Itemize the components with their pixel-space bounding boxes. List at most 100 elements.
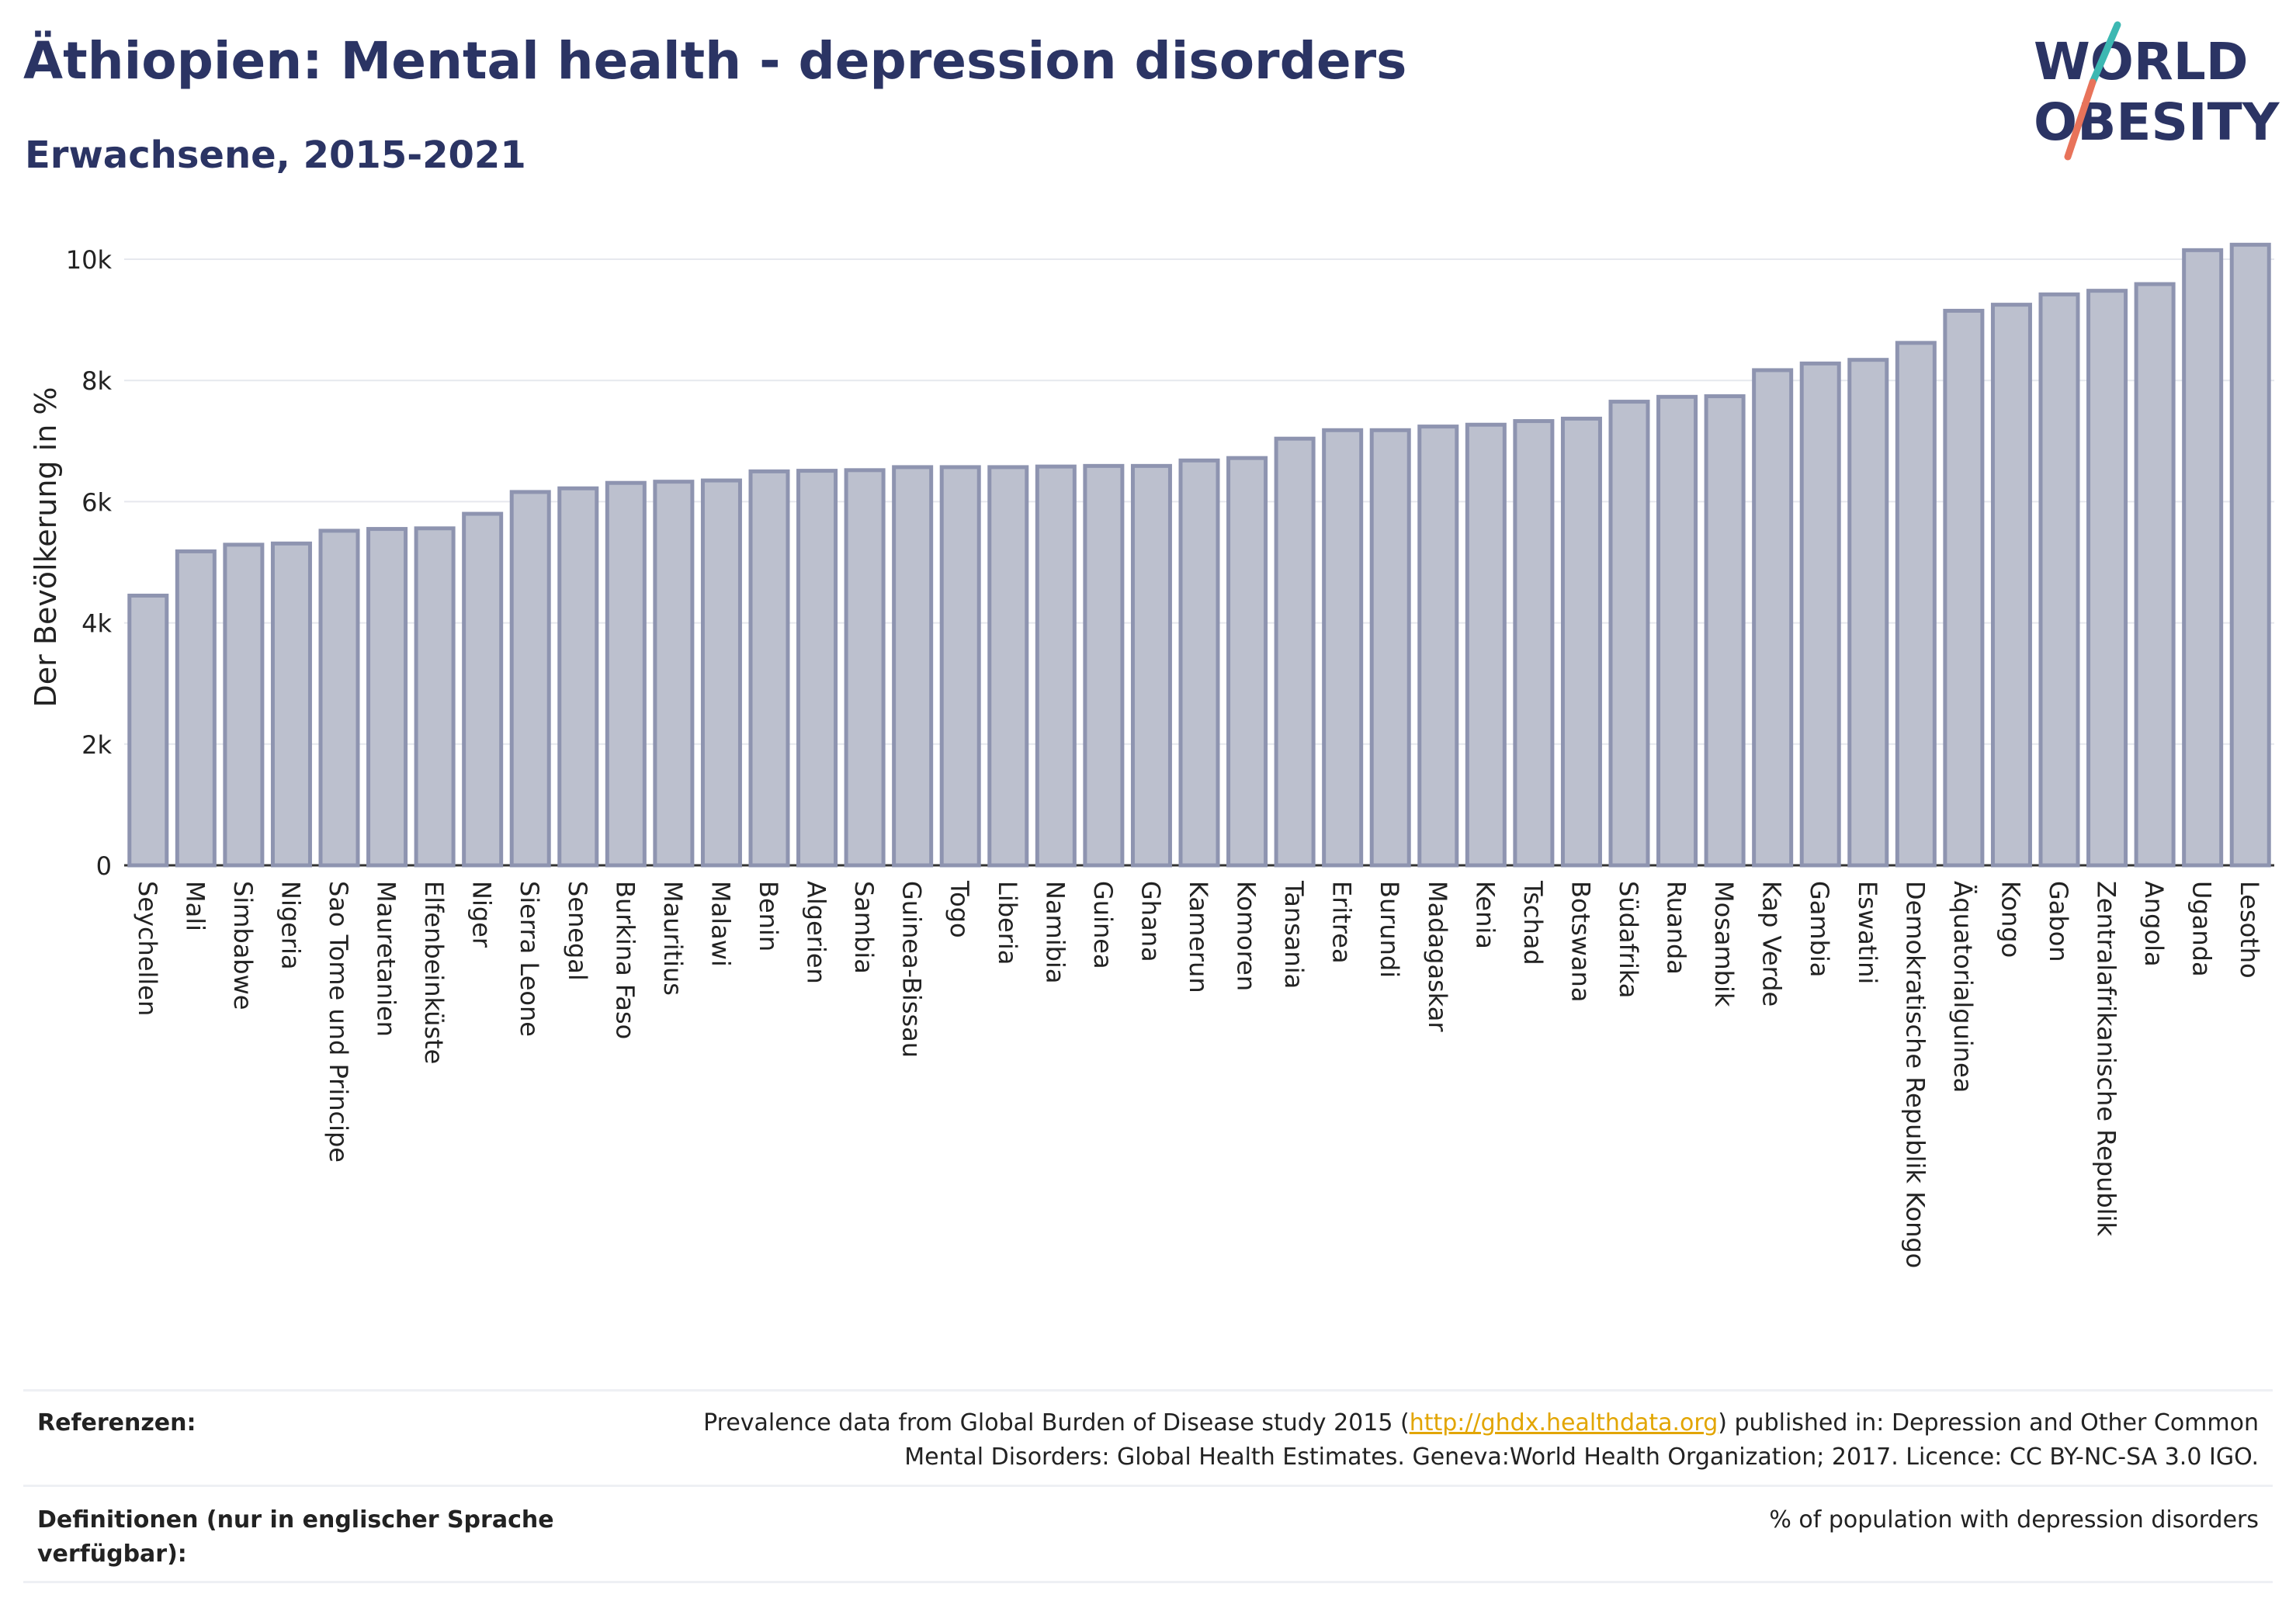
bar-0 [127, 593, 169, 868]
x-tick-label-2: Simbabwe [228, 881, 258, 1010]
bar-34 [1752, 368, 1794, 868]
bar-31 [1608, 400, 1650, 868]
bar-21 [1130, 463, 1172, 868]
references-text-line2: Mental Disorders: Global Health Estimate… [904, 1444, 2259, 1471]
x-tick-label-23: Komoren [1232, 881, 1261, 991]
bar-20 [1083, 463, 1125, 868]
y-tick-label-2: 4k [82, 609, 112, 639]
y-tick-label-4: 8k [82, 366, 112, 396]
bar-35 [1799, 361, 1841, 868]
x-tick-label-29: Tschad [1518, 880, 1548, 965]
y-tick-label-0: 0 [96, 851, 112, 881]
x-tick-label-17: Togo [945, 880, 974, 938]
bar-26 [1369, 428, 1411, 868]
bar-25 [1322, 428, 1364, 868]
x-tick-label-27: Madagaskar [1423, 881, 1452, 1032]
bar-24 [1274, 436, 1316, 868]
chart-title: Äthiopien: Mental health - depression di… [23, 31, 1407, 91]
references-link[interactable]: http://ghdx.healthdata.org [1409, 1409, 1719, 1437]
x-tick-label-35: Gambia [1805, 881, 1834, 977]
bar-27 [1417, 425, 1459, 868]
bar-11 [653, 480, 695, 868]
definitions-label: Definitionen (nur in englischer Sprache … [37, 1503, 554, 1572]
bar-19 [1035, 464, 1077, 868]
x-tick-label-6: Elfenbeinküste [419, 881, 449, 1064]
x-tick-label-14: Algerien [802, 881, 831, 984]
x-tick-label-40: Gabon [2044, 881, 2073, 962]
references-top-divider [23, 1389, 2273, 1392]
x-tick-label-19: Namibia [1040, 881, 1070, 983]
x-tick-label-12: Malawi [706, 881, 735, 967]
x-tick-label-28: Kenia [1470, 881, 1500, 949]
bar-14 [796, 469, 838, 868]
x-tick-label-22: Kamerun [1184, 881, 1213, 993]
bar-41 [2086, 289, 2128, 868]
x-tick-label-11: Mauritius [658, 881, 688, 996]
x-tick-label-44: Lesotho [2235, 881, 2264, 979]
bar-9 [557, 486, 599, 868]
bar-43 [2182, 248, 2224, 868]
logo-line-1: WORLD [2034, 32, 2249, 92]
bar-36 [1847, 358, 1889, 868]
references-text-after: ) published in: Depression and Other Com… [1718, 1409, 2259, 1437]
world-obesity-logo: WORLD OBESITY [2034, 21, 2280, 161]
bar-15 [844, 468, 886, 868]
logo-slash-top [2089, 21, 2121, 86]
y-tick-label-3: 6k [82, 487, 112, 517]
bar-5 [366, 527, 408, 868]
bar-17 [939, 465, 981, 868]
x-tick-label-30: Botswana [1566, 881, 1595, 1002]
bar-40 [2038, 292, 2080, 868]
bar-23 [1226, 456, 1268, 868]
y-tick-label-1: 2k [82, 730, 112, 760]
x-tick-label-42: Angola [2139, 881, 2169, 967]
bar-chart: 0 2k 4k 6k 8k 10k Der Bevölkerung in % Seychell… [29, 242, 2274, 1268]
bar-1 [175, 549, 217, 868]
x-tick-label-4: Sao Tome und Principe [324, 881, 353, 1163]
bar-13 [748, 469, 790, 868]
references-row: Referenzen: Prevalence data from Global … [23, 1405, 2273, 1490]
x-tick-label-34: Kap Verde [1757, 881, 1787, 1007]
bar-8 [509, 490, 551, 868]
x-tick-label-24: Tansania [1279, 880, 1309, 989]
bar-22 [1178, 458, 1220, 868]
bar-18 [987, 465, 1029, 868]
definitions-row: Definitionen (nur in englischer Sprache … [23, 1502, 2273, 1587]
bar-39 [1990, 303, 2032, 868]
x-tick-label-16: Guinea-Bissau [897, 881, 927, 1058]
definitions-text: % of population with depression disorder… [1769, 1506, 2259, 1534]
bar-10 [605, 480, 647, 868]
bar-44 [2229, 242, 2271, 868]
x-tick-label-10: Burkina Faso [610, 881, 640, 1039]
definitions-top-divider [23, 1485, 2273, 1487]
x-tick-label-33: Mosambik [1709, 881, 1739, 1007]
bar-33 [1704, 394, 1746, 868]
bar-7 [462, 511, 504, 868]
bar-6 [414, 526, 456, 868]
bar-12 [700, 478, 742, 868]
references-label: Referenzen: [37, 1409, 196, 1437]
bar-32 [1656, 394, 1698, 868]
references-text: Prevalence data from Global Burden of Di… [703, 1406, 2259, 1475]
x-tick-label-43: Uganda [2187, 881, 2217, 977]
x-tick-label-38: Äquatorialguinea [1948, 881, 1978, 1093]
bar-3 [270, 541, 312, 868]
bar-16 [892, 465, 934, 868]
x-tick-label-36: Eswatini [1853, 881, 1882, 984]
definitions-label-line2: verfügbar): [37, 1541, 187, 1568]
x-tick-label-31: Südafrika [1614, 881, 1643, 998]
bar-37 [1895, 341, 1937, 868]
x-tick-label-5: Mauretanien [372, 881, 401, 1037]
x-tick-label-32: Ruanda [1662, 881, 1691, 975]
bar-30 [1560, 416, 1602, 868]
x-tick-label-15: Sambia [849, 881, 879, 974]
bar-29 [1513, 419, 1555, 868]
logo-slash-bottom [2064, 78, 2097, 161]
x-tick-label-7: Niger [467, 881, 497, 948]
bar-2 [223, 542, 265, 868]
x-tick-label-20: Guinea [1088, 881, 1118, 969]
definitions-bottom-divider [23, 1581, 2273, 1583]
x-tick-label-3: Nigeria [276, 881, 305, 969]
bar-4 [318, 529, 360, 868]
x-tick-label-25: Eritrea [1327, 881, 1357, 964]
